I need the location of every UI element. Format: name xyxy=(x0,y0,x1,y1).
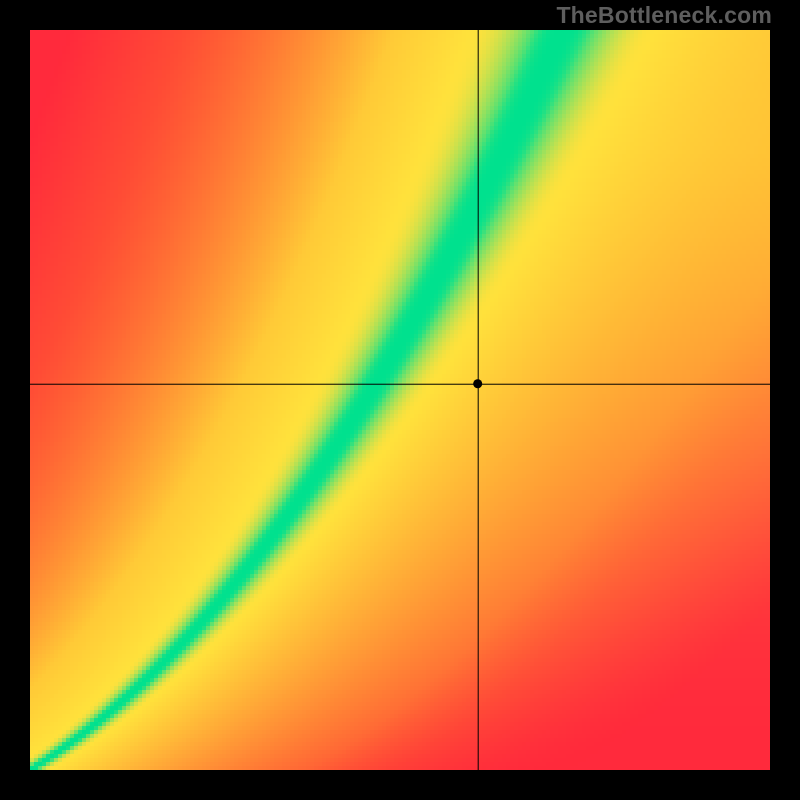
bottleneck-heatmap xyxy=(30,30,770,770)
chart-container: TheBottleneck.com xyxy=(0,0,800,800)
watermark-text: TheBottleneck.com xyxy=(556,2,772,29)
